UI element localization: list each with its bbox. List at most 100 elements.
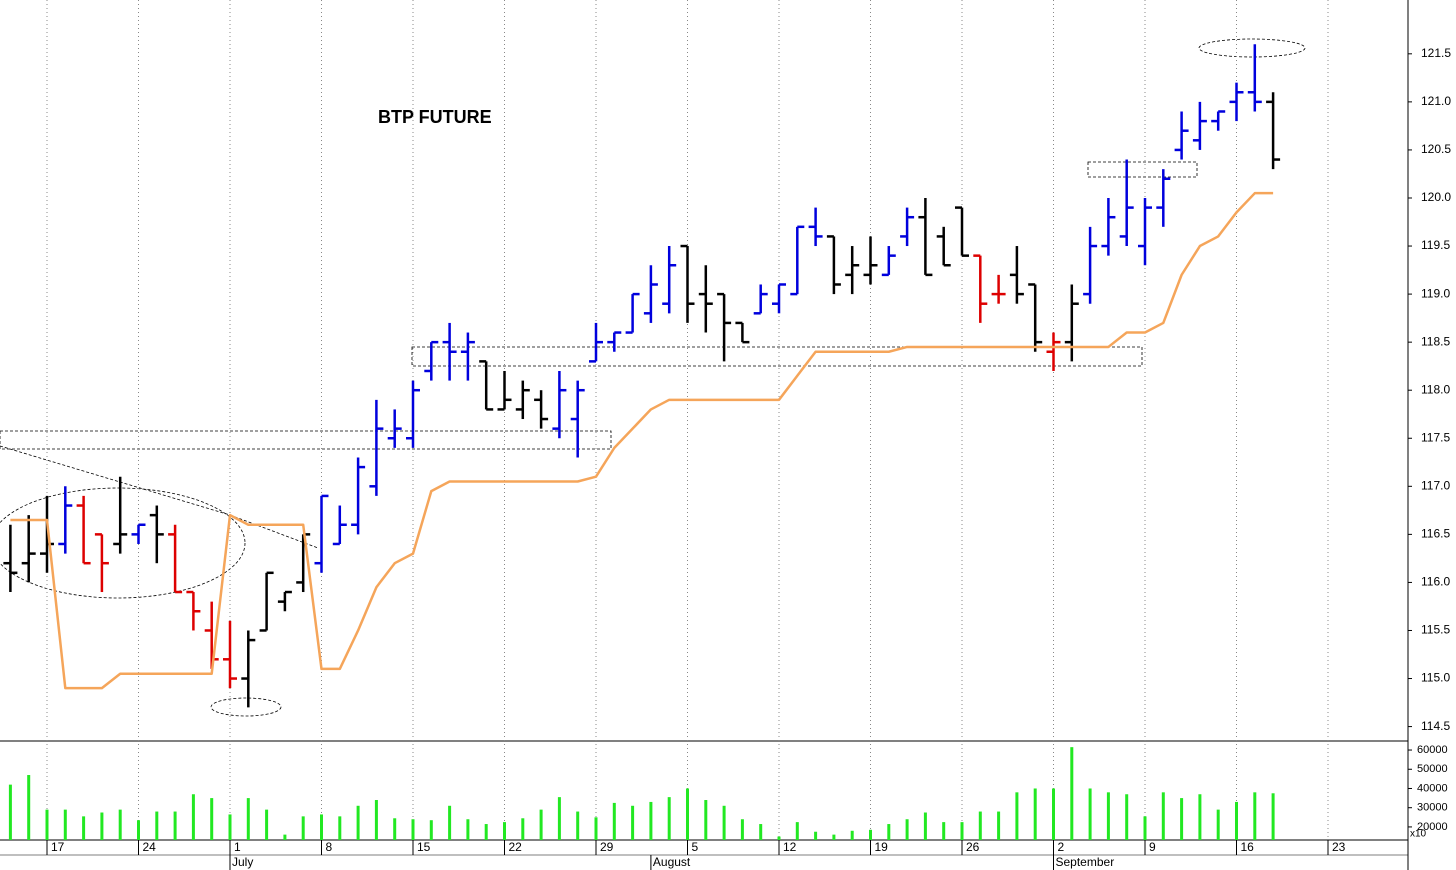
volume-bar [759, 824, 763, 840]
y-tick-label: 20000 [1417, 821, 1448, 833]
volume-bar [155, 811, 159, 840]
volume-bar [1216, 809, 1220, 840]
low-ellipse [210, 697, 282, 717]
x-tick-label: 8 [326, 840, 333, 854]
volume-bar [100, 812, 104, 840]
y-tick-label: 118.5 [1421, 334, 1450, 348]
volume-bar [722, 805, 726, 840]
volume-bar [740, 819, 744, 840]
volume-bar [869, 829, 872, 840]
y-tick-label: 119.5 [1421, 238, 1450, 252]
volume-bar [374, 800, 378, 840]
y-tick-label: 116.0 [1421, 575, 1450, 589]
y-tick-label: 121.0 [1421, 94, 1451, 108]
volume-bar [1198, 794, 1202, 840]
volume-bar [1161, 792, 1165, 840]
breakout-box [1087, 161, 1198, 178]
y-tick-label: 115.0 [1421, 671, 1450, 685]
volume-bar [265, 809, 269, 840]
y-tick-label: 116.5 [1421, 527, 1450, 541]
volume-bar [923, 812, 927, 840]
volume-bar [1052, 788, 1055, 840]
volume-bar [905, 819, 909, 840]
volume-bar [338, 816, 342, 840]
volume-bar [612, 802, 616, 840]
volume-bar [667, 797, 671, 840]
volume-bar [1106, 792, 1110, 840]
volume-bar [997, 811, 1001, 840]
x-tick-label: 16 [1241, 840, 1255, 854]
x-tick-label: 26 [966, 840, 980, 854]
volume-bar [228, 814, 232, 840]
volume-bar [320, 814, 323, 840]
y-tick-label: 50000 [1417, 763, 1448, 775]
volume-bar [82, 816, 86, 840]
volume-bar [850, 830, 854, 840]
y-tick-label: 118.0 [1421, 382, 1450, 396]
volume-bar [978, 811, 982, 840]
volume-bar [356, 805, 360, 840]
y-tick-label: 40000 [1417, 782, 1448, 794]
chart-title: BTP FUTURE [378, 107, 492, 127]
x-tick-label: 1 [234, 840, 241, 854]
volume-bar [1180, 798, 1184, 840]
volume-bar [191, 794, 195, 840]
volume-bar [814, 831, 818, 840]
annotations [0, 38, 1306, 717]
volume-bar [283, 834, 287, 840]
volume-bar [539, 809, 543, 840]
volume-bar [942, 822, 946, 840]
trend-line [0, 445, 319, 549]
volume-bar [210, 798, 214, 840]
y-tick-label: 115.5 [1421, 623, 1450, 637]
x-tick-label: 9 [1149, 840, 1156, 854]
volume-bar [649, 801, 653, 840]
x-tick-label: 15 [417, 840, 431, 854]
volume-bar [521, 818, 525, 840]
volume-bar [1033, 788, 1037, 840]
volume-bar [27, 775, 31, 840]
y-tick-label: 120.0 [1421, 190, 1451, 204]
y-tick-label: 60000 [1417, 744, 1448, 756]
volume-bar [246, 798, 250, 840]
pattern-ellipse [0, 487, 246, 599]
volume-bar [393, 818, 397, 840]
x-tick-label: 24 [143, 840, 157, 854]
month-label: August [653, 855, 691, 869]
volume-bar [1271, 793, 1275, 840]
volume-bar [1143, 816, 1147, 840]
support-box [411, 346, 1143, 367]
volume-bar [1070, 747, 1074, 840]
volume-bar [429, 820, 433, 840]
x-tick-label: 12 [783, 840, 797, 854]
x-tick-label: 23 [1332, 840, 1346, 854]
x-tick-label: 29 [600, 840, 614, 854]
volume-bar [503, 822, 506, 840]
y-tick-label: 117.0 [1421, 478, 1450, 492]
high-ellipse [1198, 38, 1306, 58]
volume-bar [1088, 788, 1092, 840]
volume-bar [301, 816, 305, 840]
volume-bar [118, 809, 122, 840]
unit-label: x10 [1410, 829, 1427, 840]
volume-bar [960, 822, 964, 840]
x-tick-label: 5 [692, 840, 699, 854]
volume-bar [631, 805, 635, 840]
x-tick-label: 19 [875, 840, 889, 854]
volume-bar [1253, 792, 1257, 840]
volume-bar [795, 822, 799, 840]
volume-bar [777, 836, 781, 840]
y-tick-label: 121.5 [1421, 46, 1451, 60]
support-box [0, 430, 612, 450]
volume-bar [557, 797, 561, 840]
stop-line [10, 191, 1274, 690]
y-tick-label: 30000 [1417, 802, 1448, 814]
month-label: July [232, 855, 253, 869]
volume-bar [686, 788, 689, 840]
y-tick-label: 114.5 [1421, 719, 1450, 733]
volume-bar [1015, 792, 1019, 840]
x-tick-label: 17 [51, 840, 65, 854]
volume-bar [832, 834, 836, 840]
